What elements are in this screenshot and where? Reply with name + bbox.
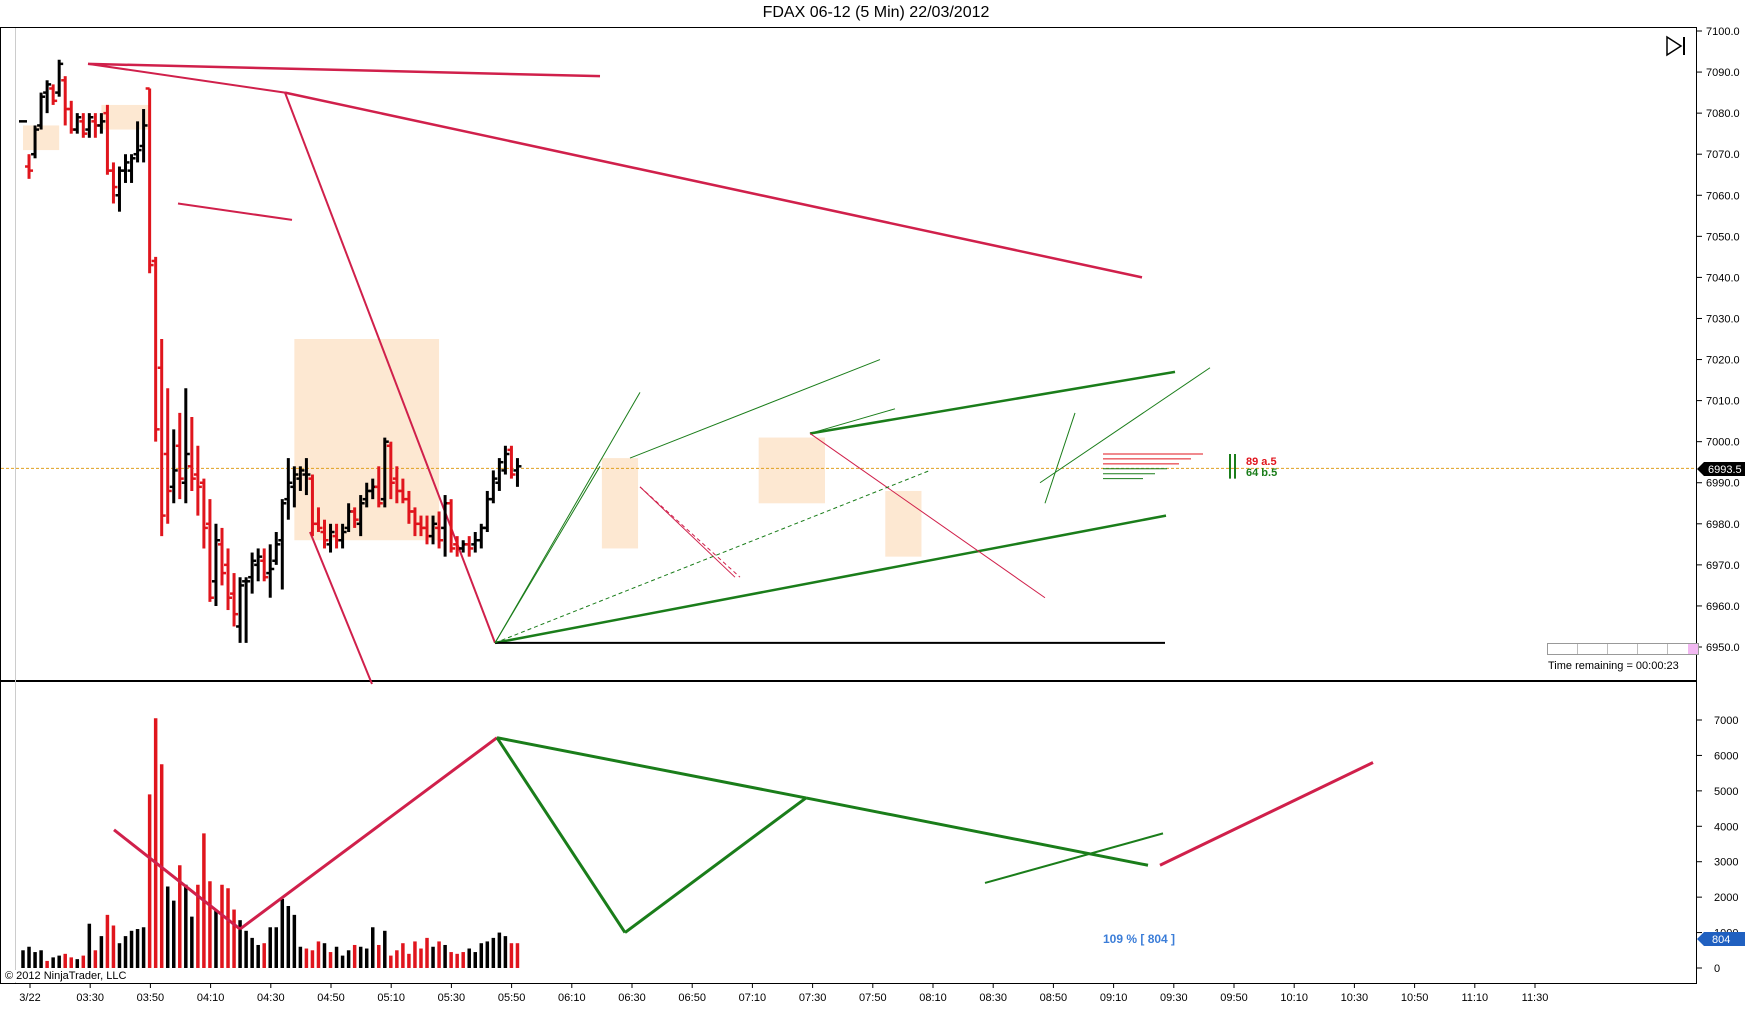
time-axis-label: 09:30 bbox=[1160, 992, 1188, 1004]
trendline bbox=[494, 466, 601, 644]
price-axis-label: 6960.0 bbox=[1706, 601, 1740, 613]
price-axis-label: 6980.0 bbox=[1706, 519, 1740, 531]
time-axis-label: 07:10 bbox=[739, 992, 767, 1004]
time-axis: 3/22 03:30 03:50 04:10 04:30 04:50 05:10 05:30 0… bbox=[19, 983, 1548, 1004]
price-axis: 7100.0 7090.0 7080.0 7070.0 7060.0 7050.0 7040… bbox=[1697, 26, 1740, 654]
price-zone bbox=[601, 458, 639, 549]
volume-axis-label: 0 bbox=[1714, 963, 1720, 975]
time-axis-label: 10:10 bbox=[1280, 992, 1308, 1004]
trendline bbox=[639, 486, 736, 578]
price-axis-label: 7030.0 bbox=[1706, 313, 1740, 325]
order-book-levels bbox=[1103, 453, 1236, 480]
price-axis-label: 7010.0 bbox=[1706, 396, 1740, 408]
time-axis-label: 10:50 bbox=[1401, 992, 1429, 1004]
trendline bbox=[284, 92, 496, 644]
price-axis-label: 6990.0 bbox=[1706, 478, 1740, 490]
volume-trendline bbox=[1159, 761, 1374, 867]
time-axis-label: 05:30 bbox=[438, 992, 466, 1004]
time-axis-label: 3/22 bbox=[19, 992, 40, 1004]
time-axis-label: 06:30 bbox=[618, 992, 646, 1004]
time-axis-label: 06:50 bbox=[678, 992, 706, 1004]
copyright-label: © 2012 NinjaTrader, LLC bbox=[3, 970, 129, 982]
price-axis-label: 7060.0 bbox=[1706, 190, 1740, 202]
time-axis-label: 11:30 bbox=[1522, 992, 1549, 1004]
last-volume-marker: 804 bbox=[1697, 932, 1745, 946]
time-axis-label: 05:50 bbox=[498, 992, 526, 1004]
time-axis-label: 09:50 bbox=[1220, 992, 1248, 1004]
trendline bbox=[809, 433, 1046, 599]
time-axis-label: 10:30 bbox=[1341, 992, 1369, 1004]
time-axis-label: 06:10 bbox=[558, 992, 586, 1004]
volume-axis-label: 7000 bbox=[1714, 715, 1738, 727]
volume-trendline bbox=[805, 796, 1149, 867]
price-axis-label: 7100.0 bbox=[1706, 26, 1740, 38]
trendline bbox=[809, 408, 896, 434]
volume-trendline bbox=[495, 736, 627, 934]
price-axis-label: 7080.0 bbox=[1706, 108, 1740, 120]
time-axis-label: 08:30 bbox=[979, 992, 1007, 1004]
last-price-marker: 6993.5 bbox=[1697, 462, 1745, 476]
price-axis-label: 7050.0 bbox=[1706, 231, 1740, 243]
volume-trendline bbox=[984, 832, 1164, 884]
trendline bbox=[284, 91, 1143, 279]
skip-to-end-icon[interactable] bbox=[1664, 34, 1688, 58]
price-axis-label: 7000.0 bbox=[1706, 437, 1740, 449]
price-zone bbox=[758, 437, 825, 504]
price-axis-label: 7070.0 bbox=[1706, 149, 1740, 161]
trendline bbox=[809, 370, 1176, 435]
last-volume-label: 804 bbox=[1712, 934, 1730, 946]
time-axis-label: 09:10 bbox=[1100, 992, 1128, 1004]
price-axis-label: 7090.0 bbox=[1706, 67, 1740, 79]
trendline bbox=[639, 486, 741, 578]
time-axis-label: 11:10 bbox=[1461, 992, 1488, 1004]
price-bars bbox=[19, 59, 522, 643]
volume-trendline bbox=[113, 828, 241, 931]
time-axis-label: 04:10 bbox=[197, 992, 225, 1004]
price-axis-label: 6950.0 bbox=[1706, 642, 1740, 654]
trendline bbox=[494, 469, 931, 644]
last-price-label: 6993.5 bbox=[1708, 464, 1742, 476]
time-axis-label: 07:30 bbox=[799, 992, 827, 1004]
price-zone bbox=[885, 490, 922, 557]
volume-axis-label: 4000 bbox=[1714, 821, 1738, 833]
trendline bbox=[629, 359, 881, 459]
volume-axis-label: 6000 bbox=[1714, 750, 1738, 762]
volume-axis-label: 5000 bbox=[1714, 786, 1738, 798]
time-axis-label: 07:50 bbox=[859, 992, 887, 1004]
time-axis-label: 04:30 bbox=[257, 992, 285, 1004]
trendline bbox=[1044, 412, 1076, 504]
chart-title: FDAX 06-12 (5 Min) 22/03/2012 bbox=[762, 4, 990, 21]
volume-trendline bbox=[239, 736, 498, 931]
volume-trendline bbox=[624, 796, 807, 934]
trendline bbox=[494, 514, 1167, 645]
trendline bbox=[494, 392, 641, 644]
volume-trendlines bbox=[113, 736, 1374, 934]
price-axis-label: 7020.0 bbox=[1706, 355, 1740, 367]
trendline bbox=[1039, 367, 1211, 484]
volume-bars bbox=[21, 718, 520, 968]
trendline bbox=[177, 202, 293, 221]
time-axis-label: 03:50 bbox=[137, 992, 165, 1004]
time-axis-label: 03:30 bbox=[76, 992, 104, 1004]
time-axis-label: 05:10 bbox=[377, 992, 405, 1004]
time-remaining-label: Time remaining = 00:00:23 bbox=[1548, 660, 1679, 672]
price-axis-label: 7040.0 bbox=[1706, 272, 1740, 284]
ask-label: 89 a.5 bbox=[1246, 456, 1277, 468]
bid-label: 64 b.5 bbox=[1246, 467, 1277, 479]
price-zone bbox=[101, 104, 150, 130]
time-axis-label: 08:50 bbox=[1040, 992, 1068, 1004]
price-axis-label: 6970.0 bbox=[1706, 560, 1740, 572]
volume-percent-label: 109 % [ 804 ] bbox=[1103, 932, 1175, 946]
trendline bbox=[87, 62, 286, 94]
trendline bbox=[87, 62, 601, 78]
bar-timer-progress bbox=[1547, 643, 1699, 655]
trendline bbox=[309, 531, 373, 685]
volume-axis-label: 2000 bbox=[1714, 892, 1738, 904]
volume-axis-label: 3000 bbox=[1714, 857, 1738, 869]
time-axis-label: 08:10 bbox=[919, 992, 947, 1004]
time-axis-label: 04:50 bbox=[317, 992, 345, 1004]
volume-trendline bbox=[496, 736, 807, 800]
price-trendlines bbox=[87, 62, 1211, 685]
